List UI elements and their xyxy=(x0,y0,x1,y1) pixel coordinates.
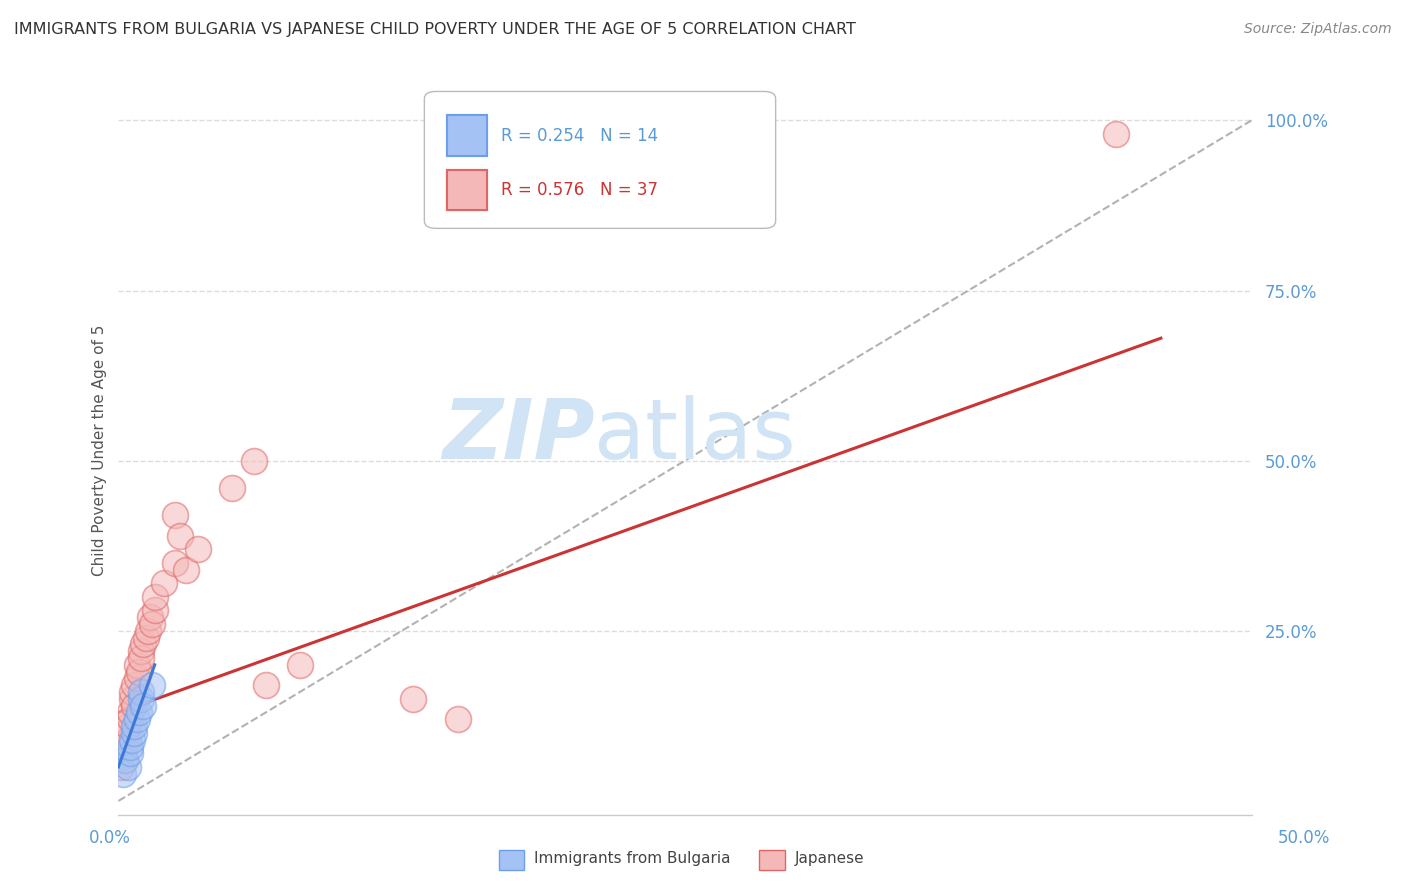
Point xyxy=(118,739,141,754)
Point xyxy=(129,651,152,665)
Point xyxy=(136,624,159,638)
Point xyxy=(118,712,141,726)
Point xyxy=(117,760,139,774)
Text: 0.0%: 0.0% xyxy=(89,830,131,847)
Point xyxy=(118,706,141,720)
Point xyxy=(135,631,157,645)
Point xyxy=(447,712,470,726)
FancyBboxPatch shape xyxy=(447,115,486,155)
Y-axis label: Child Poverty Under the Age of 5: Child Poverty Under the Age of 5 xyxy=(93,325,107,576)
Point xyxy=(129,691,152,706)
Point xyxy=(111,766,134,780)
Point xyxy=(121,691,143,706)
Point xyxy=(129,644,152,658)
Point xyxy=(141,678,163,692)
Point xyxy=(124,726,146,740)
Point xyxy=(165,508,187,522)
Point xyxy=(124,698,146,713)
Point xyxy=(139,610,162,624)
Point xyxy=(141,617,163,632)
Point xyxy=(132,698,155,713)
Point xyxy=(129,685,152,699)
Point xyxy=(125,672,148,686)
Text: atlas: atlas xyxy=(595,395,796,476)
Point xyxy=(118,747,141,761)
Point xyxy=(114,753,136,767)
Text: R = 0.576   N = 37: R = 0.576 N = 37 xyxy=(502,181,658,199)
Point xyxy=(132,637,155,651)
Point xyxy=(121,732,143,747)
Text: 50.0%: 50.0% xyxy=(1278,830,1330,847)
Point xyxy=(152,576,174,591)
Text: Immigrants from Bulgaria: Immigrants from Bulgaria xyxy=(534,851,731,865)
Point xyxy=(143,590,166,604)
Point xyxy=(1104,127,1126,141)
FancyBboxPatch shape xyxy=(425,92,776,228)
Point xyxy=(165,556,187,570)
Point xyxy=(110,760,132,774)
Point xyxy=(288,657,311,672)
FancyBboxPatch shape xyxy=(447,170,486,211)
Point xyxy=(114,726,136,740)
Point xyxy=(243,453,266,467)
Point xyxy=(125,657,148,672)
Point xyxy=(176,563,198,577)
Text: IMMIGRANTS FROM BULGARIA VS JAPANESE CHILD POVERTY UNDER THE AGE OF 5 CORRELATIO: IMMIGRANTS FROM BULGARIA VS JAPANESE CHI… xyxy=(14,22,856,37)
Point xyxy=(114,753,136,767)
Point xyxy=(125,712,148,726)
Point xyxy=(124,719,146,733)
Point xyxy=(187,542,209,557)
Text: R = 0.254   N = 14: R = 0.254 N = 14 xyxy=(502,127,658,145)
Point xyxy=(121,685,143,699)
Point xyxy=(128,665,150,679)
Point xyxy=(117,732,139,747)
Point xyxy=(254,678,277,692)
Text: ZIP: ZIP xyxy=(441,395,595,476)
Point xyxy=(117,719,139,733)
Point xyxy=(221,481,243,495)
Point xyxy=(169,528,191,542)
Point xyxy=(124,678,146,692)
Point xyxy=(143,603,166,617)
Point xyxy=(402,691,425,706)
Point xyxy=(111,739,134,754)
Text: Source: ZipAtlas.com: Source: ZipAtlas.com xyxy=(1244,22,1392,37)
Text: Japanese: Japanese xyxy=(794,851,865,865)
Point xyxy=(128,706,150,720)
